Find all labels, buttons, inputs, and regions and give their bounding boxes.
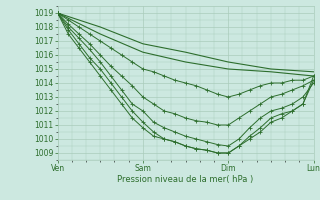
X-axis label: Pression niveau de la mer( hPa ): Pression niveau de la mer( hPa ) <box>117 175 254 184</box>
